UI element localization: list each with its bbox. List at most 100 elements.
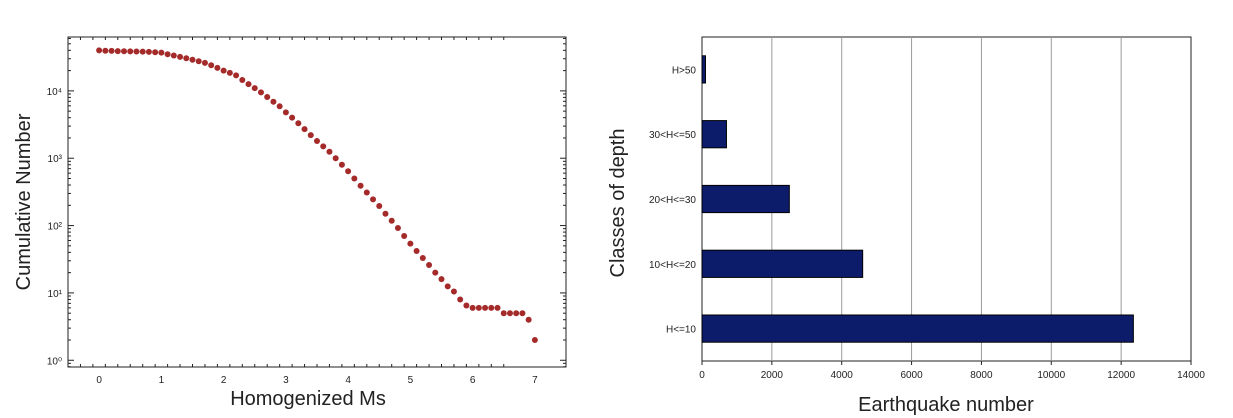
scatter-point xyxy=(376,203,383,210)
bar-category-label: 10<H<=20 xyxy=(649,260,696,271)
bar xyxy=(701,120,727,149)
scatter-x-tick-label: 0 xyxy=(96,375,102,386)
bar-x-tick-label: 2000 xyxy=(761,370,784,381)
scatter-point xyxy=(195,58,202,65)
scatter-point xyxy=(189,56,196,63)
scatter-point xyxy=(500,310,507,317)
scatter-points xyxy=(96,47,538,343)
bar-category-label: H>50 xyxy=(672,65,697,76)
scatter-point xyxy=(226,69,233,76)
scatter-point xyxy=(338,161,345,168)
scatter-point xyxy=(183,55,190,62)
scatter-point xyxy=(145,48,152,55)
scatter-point xyxy=(251,85,258,92)
scatter-point xyxy=(450,288,457,295)
scatter-y-tick-label: 10⁴ xyxy=(47,87,62,98)
scatter-point xyxy=(301,126,308,133)
bar xyxy=(701,249,864,278)
scatter-point xyxy=(513,310,520,317)
scatter-point xyxy=(164,51,171,58)
bar-series xyxy=(701,55,1134,343)
scatter-point xyxy=(332,155,339,162)
scatter-point xyxy=(531,336,538,343)
scatter-point xyxy=(314,138,320,145)
scatter-y-axis-title: Cumulative Number xyxy=(13,113,35,290)
scatter-y-tick-label: 10² xyxy=(48,222,63,233)
scatter-x-axis-title: Homogenized Ms xyxy=(230,388,386,410)
bar-category-label: 30<H<=50 xyxy=(649,130,696,141)
scatter-point xyxy=(506,310,513,317)
scatter-x-tick-label: 6 xyxy=(470,375,476,386)
scatter-point xyxy=(351,175,358,182)
scatter-point xyxy=(326,148,333,155)
scatter-point xyxy=(363,189,370,196)
scatter-point xyxy=(133,48,140,55)
scatter-point xyxy=(257,89,264,96)
scatter-point xyxy=(201,59,208,66)
bar-tick-labels: 0 2000 4000 6000 8000 10000 12000 14000 H>50 30<H… xyxy=(649,65,1205,381)
scatter-point xyxy=(220,67,227,74)
scatter-point xyxy=(457,296,464,303)
bar-x-tick-label: 8000 xyxy=(970,370,993,381)
scatter-point xyxy=(276,103,283,110)
scatter-plot-frame xyxy=(67,36,567,368)
scatter-point xyxy=(413,247,420,254)
bar-x-tick-label: 6000 xyxy=(900,370,923,381)
scatter-x-tick-label: 5 xyxy=(408,375,414,386)
scatter-point xyxy=(96,47,103,54)
scatter-point xyxy=(494,304,501,311)
scatter-point xyxy=(475,304,482,311)
bar xyxy=(701,314,1134,343)
scatter-point xyxy=(432,269,439,276)
bar-category-label: H<=10 xyxy=(666,325,696,336)
scatter-point xyxy=(264,94,271,101)
scatter-point xyxy=(388,217,395,224)
bar xyxy=(701,184,790,214)
scatter-point xyxy=(394,225,401,232)
scatter-point xyxy=(469,304,476,311)
scatter-point xyxy=(488,304,495,311)
depth-class-bar-chart: 0 2000 4000 6000 8000 10000 12000 14000 H>50 30<H… xyxy=(607,36,1205,416)
scatter-point xyxy=(320,143,327,150)
scatter-tick-labels: 0 1 2 3 4 5 6 7 10⁰ 10¹ 10² 10³ 10⁴ xyxy=(47,87,539,386)
scatter-point xyxy=(114,48,121,55)
scatter-y-tick-label: 10¹ xyxy=(48,289,63,300)
scatter-point xyxy=(463,302,470,309)
scatter-point xyxy=(382,210,389,217)
scatter-point xyxy=(245,81,252,88)
scatter-point xyxy=(357,182,364,189)
scatter-point xyxy=(444,283,451,290)
scatter-point xyxy=(158,49,165,56)
scatter-point xyxy=(170,52,177,59)
scatter-y-tick-label: 10⁰ xyxy=(47,356,62,367)
scatter-point xyxy=(127,48,134,55)
scatter-point xyxy=(239,77,246,84)
bar-x-tick-label: 14000 xyxy=(1177,370,1205,381)
scatter-point xyxy=(121,48,128,55)
scatter-point xyxy=(407,240,414,247)
scatter-x-tick-label: 3 xyxy=(283,375,289,386)
scatter-point xyxy=(108,47,115,54)
scatter-point xyxy=(282,109,289,116)
bar-x-tick-label: 4000 xyxy=(831,370,854,381)
bar xyxy=(701,55,706,84)
scatter-point xyxy=(270,98,277,105)
bar-x-tick-label: 0 xyxy=(699,370,705,381)
bar-x-tick-label: 12000 xyxy=(1107,370,1135,381)
scatter-point xyxy=(295,120,302,127)
scatter-point xyxy=(208,62,215,69)
cumulative-number-scatter-chart: 0 1 2 3 4 5 6 7 10⁰ 10¹ 10² 10³ 10⁴ Homogenized Ms C… xyxy=(13,36,567,410)
scatter-x-tick-label: 7 xyxy=(532,375,538,386)
scatter-point xyxy=(307,132,314,139)
scatter-point xyxy=(233,72,240,79)
bar-x-tick-label: 10000 xyxy=(1037,370,1065,381)
scatter-point xyxy=(345,168,352,175)
scatter-point xyxy=(482,304,489,311)
scatter-point xyxy=(214,64,221,71)
scatter-point xyxy=(289,114,296,121)
scatter-point xyxy=(139,48,146,55)
bar-category-label: 20<H<=30 xyxy=(649,195,696,206)
scatter-y-tick-label: 10³ xyxy=(48,154,63,165)
scatter-point xyxy=(152,49,159,56)
scatter-ticks xyxy=(67,37,566,368)
